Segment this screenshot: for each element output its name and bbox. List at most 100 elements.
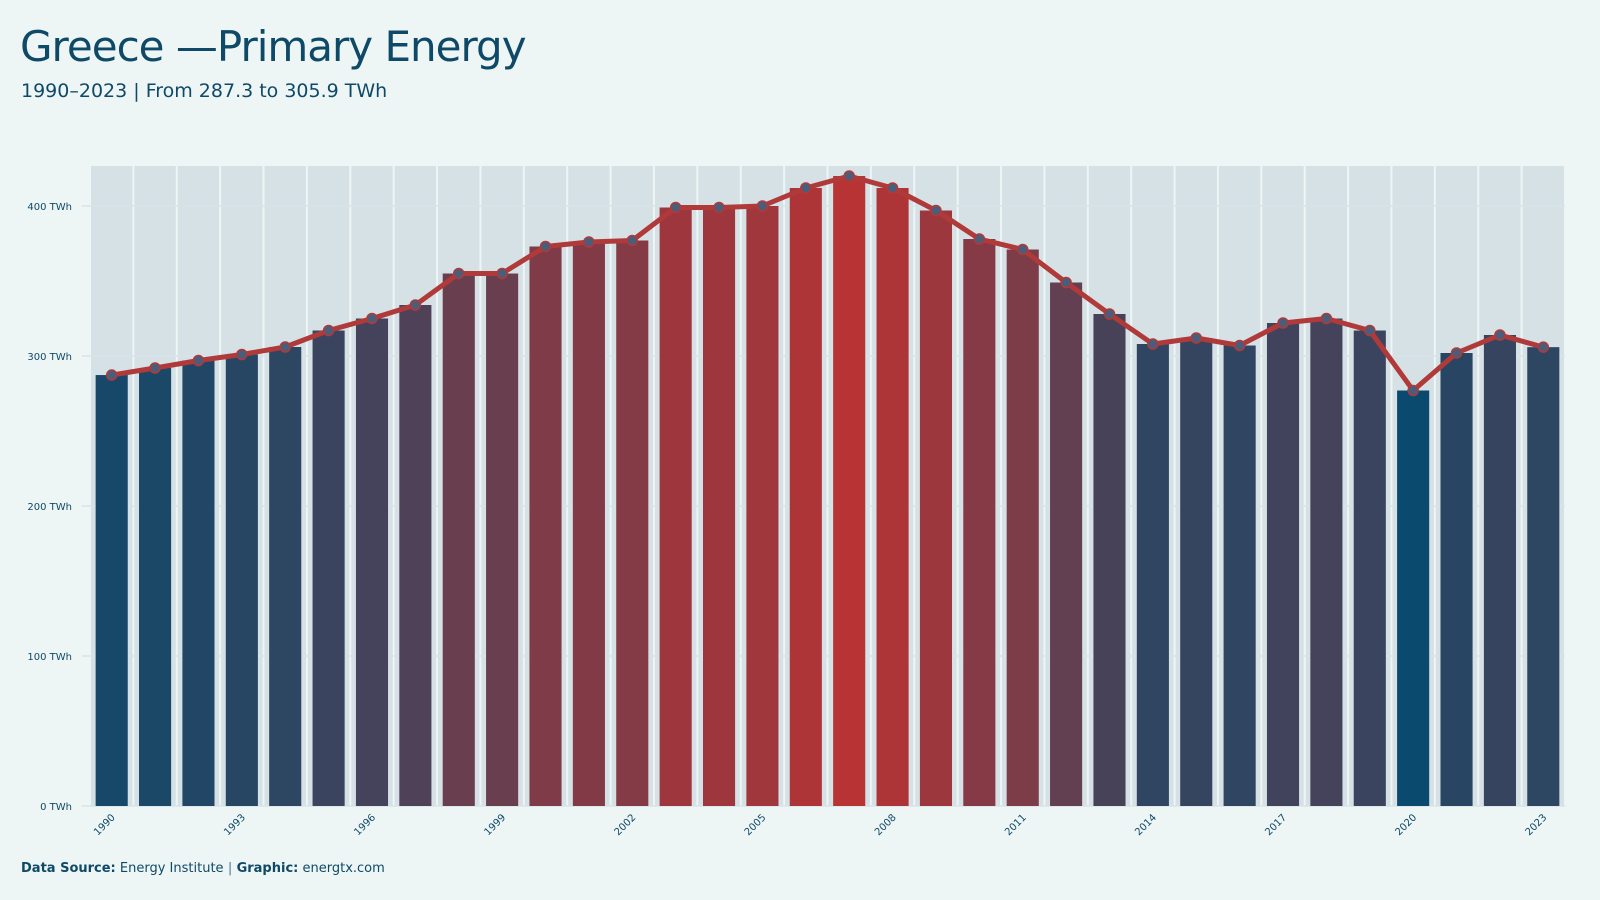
bar-backgrounds [91, 166, 1564, 806]
bar [1397, 390, 1430, 806]
x-tick-label: 1996 [352, 812, 378, 838]
bar [876, 188, 909, 806]
bar [919, 210, 953, 806]
bar [139, 368, 172, 806]
bar [702, 207, 736, 806]
line-marker [496, 267, 508, 280]
x-tick-label: 2014 [1133, 812, 1159, 838]
line-marker [1537, 341, 1550, 353]
line-marker [756, 200, 769, 212]
y-tick-label: 200 TWh [27, 502, 72, 513]
footer: Data Source: Energy Institute | Graphic:… [21, 861, 385, 876]
bar [833, 176, 866, 806]
line-marker [886, 182, 899, 194]
x-tick-label: 2002 [613, 812, 639, 838]
chart-subtitle: 1990–2023 | From 287.3 to 305.9 TWh [21, 80, 388, 102]
bar [399, 305, 432, 806]
bar [1440, 353, 1473, 806]
graphic-value: energtx.com [302, 861, 385, 876]
line-marker [453, 267, 465, 280]
source-value: Energy Institute [119, 861, 224, 876]
x-tick-label: 1999 [482, 812, 508, 838]
bar [182, 360, 215, 806]
line-marker [843, 170, 855, 182]
line-marker [236, 348, 248, 361]
bar [572, 242, 605, 806]
line-marker [1190, 332, 1202, 344]
line-marker [1103, 308, 1116, 320]
line-marker [713, 201, 725, 214]
x-tick-label: 2017 [1263, 812, 1289, 838]
line-marker [1320, 312, 1333, 325]
y-tick-label: 100 TWh [27, 652, 72, 663]
trend-line [109, 173, 1546, 393]
line-marker [800, 182, 812, 194]
line-marker [1407, 384, 1419, 397]
bar [963, 239, 996, 806]
x-tick-label: 2020 [1394, 812, 1420, 838]
line-marker [1016, 243, 1029, 256]
line-marker [583, 236, 595, 248]
x-axis-ticks: 1990 1993 1996 1999 2002 2005 2008 2011 2014 2017… [92, 812, 1549, 838]
line-marker [539, 240, 552, 253]
graphic-label: Graphic: [236, 861, 299, 876]
source-label: Data Source: [21, 861, 116, 876]
line-marker [930, 204, 942, 217]
line-marker [149, 362, 161, 374]
bar [1050, 282, 1083, 806]
bar [1006, 249, 1039, 806]
bar [1136, 344, 1169, 806]
bar [789, 188, 822, 806]
bar [269, 347, 302, 806]
bar [746, 206, 779, 806]
x-tick-label: 2011 [1003, 812, 1029, 838]
y-axis-ticks: 0 TWh 100 TWh 200 TWh 300 TWh 400 TWh [27, 202, 72, 813]
bar [486, 273, 519, 806]
x-tick-label: 2023 [1524, 812, 1550, 838]
footer-separator: | [227, 861, 233, 876]
line-marker [1364, 324, 1376, 337]
line-marker [1450, 347, 1463, 359]
bar [616, 240, 649, 806]
bars [95, 176, 1560, 806]
line-marker [1494, 329, 1506, 341]
bar [659, 207, 692, 806]
x-tick-label: 2008 [873, 812, 899, 838]
line-marker [1060, 276, 1072, 289]
line-marker [1233, 339, 1246, 352]
line-marker [105, 369, 118, 381]
line-marker [192, 354, 205, 367]
y-tick-label: 300 TWh [27, 352, 72, 363]
y-tick-label: 400 TWh [27, 202, 72, 213]
x-tick-label: 1990 [92, 812, 118, 838]
bar [1180, 338, 1213, 806]
line-marker [973, 233, 986, 245]
bar [1093, 314, 1126, 806]
line-marker [366, 312, 378, 325]
bar [1223, 345, 1256, 806]
bar [1353, 330, 1386, 806]
bar [1527, 347, 1560, 806]
bar [225, 354, 258, 806]
bar [1310, 318, 1343, 806]
x-tick-label: 1993 [222, 812, 248, 838]
line-marker [669, 201, 682, 214]
bar [312, 330, 345, 806]
y-tick-label: 0 TWh [40, 802, 72, 813]
bar [1483, 335, 1516, 806]
line-marker [409, 299, 422, 311]
bar [1266, 323, 1300, 806]
line-marker [1147, 338, 1159, 350]
x-tick-label: 2005 [743, 812, 769, 838]
bar [442, 273, 475, 806]
line-marker [1277, 317, 1289, 329]
bar [355, 318, 389, 806]
line-marker [322, 324, 335, 337]
bar [95, 375, 128, 806]
line-marker [279, 341, 291, 353]
line-markers [105, 170, 1550, 397]
bar [529, 246, 562, 806]
line-marker [626, 234, 639, 247]
chart-title: Greece —Primary Energy [20, 22, 527, 71]
